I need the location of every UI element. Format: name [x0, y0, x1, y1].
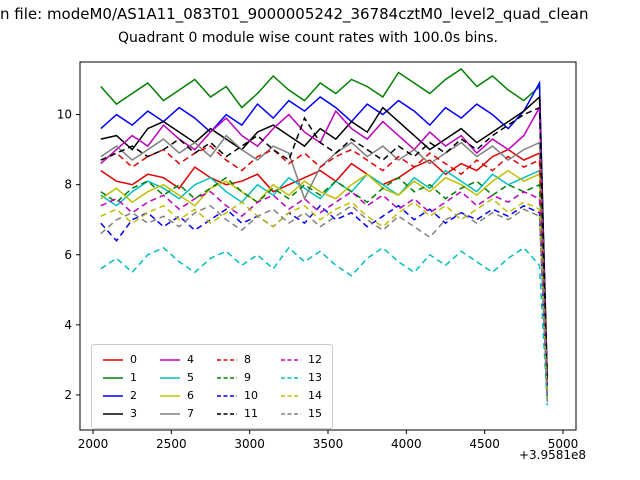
legend-label: 1 [130, 371, 137, 384]
legend-item-8: 8 [216, 351, 258, 368]
legend-item-13: 13 [280, 369, 322, 386]
series-line-3 [100, 95, 549, 381]
legend-item-1: 1 [102, 369, 137, 386]
legend-label: 13 [308, 371, 322, 384]
x-tick-label: 3000 [234, 437, 265, 451]
legend-line-sample [281, 376, 301, 379]
legend-label: 5 [187, 371, 194, 384]
legend-label: 15 [308, 407, 322, 420]
legend-label: 2 [130, 389, 137, 402]
legend-item-15: 15 [280, 405, 322, 422]
series-line-5 [100, 169, 549, 396]
legend-item-11: 11 [216, 405, 258, 422]
legend-item-12: 12 [280, 351, 322, 368]
legend-item-5: 5 [159, 369, 194, 386]
series-line-8 [100, 145, 549, 396]
legend-line-sample [217, 394, 237, 397]
legend-label: 3 [130, 407, 137, 420]
legend-item-3: 3 [102, 405, 137, 422]
legend-line-sample [281, 394, 301, 397]
legend: 0 1 2 3 4 5 6 7 8 9 10 11 12 13 14 15 [91, 344, 333, 429]
chart-title: Quadrant 0 module wise count rates with … [118, 30, 498, 46]
x-axis-offset-label: +3.9581e8 [518, 448, 586, 462]
legend-label: 12 [308, 353, 322, 366]
series-line-13 [100, 246, 549, 406]
x-tick-label: 5000 [548, 437, 579, 451]
y-tick-label: 2 [64, 388, 72, 402]
series-line-2 [100, 80, 549, 388]
series-line-14 [100, 197, 549, 399]
series-line-1 [100, 68, 549, 378]
legend-item-14: 14 [280, 387, 322, 404]
legend-line-sample [103, 394, 123, 397]
legend-line-sample [160, 358, 180, 361]
y-tick-label: 4 [64, 318, 72, 332]
legend-line-sample [103, 358, 123, 361]
legend-label: 10 [244, 389, 258, 402]
legend-item-2: 2 [102, 387, 137, 404]
legend-line-sample [160, 376, 180, 379]
series-line-11 [100, 106, 549, 385]
series-line-12 [100, 190, 549, 399]
x-tick-label: 2500 [156, 437, 187, 451]
x-tick-label: 3500 [313, 437, 344, 451]
series-line-9 [100, 176, 549, 399]
legend-label: 8 [244, 353, 251, 366]
legend-label: 7 [187, 407, 194, 420]
y-tick-label: 6 [64, 248, 72, 262]
legend-line-sample [160, 412, 180, 415]
legend-line-sample [103, 412, 123, 415]
series-line-4 [100, 104, 549, 392]
legend-item-9: 9 [216, 369, 258, 386]
legend-label: 6 [187, 389, 194, 402]
legend-line-sample [103, 376, 123, 379]
legend-label: 9 [244, 371, 251, 384]
legend-item-7: 7 [159, 405, 194, 422]
legend-label: 0 [130, 353, 137, 366]
x-tick-label: 4500 [469, 437, 500, 451]
legend-label: 11 [244, 407, 258, 420]
legend-line-sample [217, 376, 237, 379]
legend-label: 14 [308, 389, 322, 402]
legend-line-sample [217, 412, 237, 415]
legend-line-sample [281, 412, 301, 415]
y-tick-label: 10 [57, 108, 72, 122]
y-tick-label: 8 [64, 178, 72, 192]
legend-item-0: 0 [102, 351, 137, 368]
series-line-7 [100, 134, 549, 388]
legend-line-sample [217, 358, 237, 361]
legend-line-sample [160, 394, 180, 397]
series-line-6 [100, 169, 549, 392]
file-path-text: n file: modeM0/AS1A11_083T01_9000005242_… [0, 5, 589, 23]
x-tick-label: 2000 [78, 437, 109, 451]
legend-item-4: 4 [159, 351, 194, 368]
legend-line-sample [281, 358, 301, 361]
legend-item-10: 10 [216, 387, 258, 404]
x-tick-label: 4000 [391, 437, 422, 451]
legend-label: 4 [187, 353, 194, 366]
legend-item-6: 6 [159, 387, 194, 404]
